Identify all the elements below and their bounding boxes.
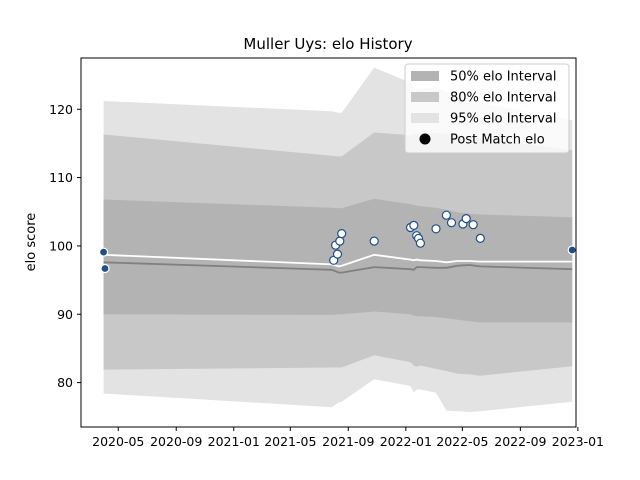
x-tick-label: 2020-09 xyxy=(150,434,202,449)
chart-title: Muller Uys: elo History xyxy=(243,35,412,53)
x-tick-label: 2021-05 xyxy=(264,434,316,449)
y-tick-label: 120 xyxy=(49,102,73,117)
post-match-point xyxy=(415,238,425,248)
post-match-point xyxy=(100,263,110,274)
post-match-point xyxy=(461,214,471,224)
post-match-point xyxy=(567,245,577,255)
post-match-point xyxy=(409,220,419,230)
y-tick-label: 80 xyxy=(57,375,73,390)
mean-line xyxy=(103,253,573,268)
y-tick-label: 90 xyxy=(57,307,73,322)
plot-frame xyxy=(80,57,577,428)
legend-box xyxy=(404,63,570,154)
post-match-point xyxy=(441,210,451,220)
y-tick-label: 110 xyxy=(49,170,73,185)
post-match-point xyxy=(431,224,441,234)
post-match-point xyxy=(475,233,485,243)
post-match-point xyxy=(446,218,457,228)
x-tick-label: 2021-01 xyxy=(208,434,260,449)
x-tick-label: 2023-01 xyxy=(552,434,604,449)
x-tick-label: 2022-05 xyxy=(436,434,488,449)
x-tick-label: 2021-09 xyxy=(322,434,374,449)
legend-label: 50% elo Interval xyxy=(450,70,557,85)
legend-label: Post Match elo xyxy=(450,133,545,148)
y-axis-label: elo score xyxy=(24,213,39,272)
legend-swatch xyxy=(411,92,439,102)
trend-lines xyxy=(103,253,573,274)
x-axis: 2020-05 2020-09 2021-01 2021-05 2021-09 2022-… xyxy=(92,427,604,449)
post-match-point xyxy=(369,236,379,246)
post-match-points xyxy=(98,210,577,274)
y-tick-label: 100 xyxy=(49,238,73,253)
y-axis: 80 90 100 110 120 xyxy=(49,102,81,390)
post-match-point xyxy=(335,236,345,246)
legend-swatch xyxy=(411,113,439,123)
post-match-point xyxy=(337,229,347,239)
x-tick-label: 2022-09 xyxy=(494,434,546,449)
legend-marker xyxy=(419,133,431,145)
post-match-point xyxy=(98,247,109,257)
x-tick-label: 2022-01 xyxy=(380,434,432,449)
x-tick-label: 2020-05 xyxy=(92,434,144,449)
legend-label: 95% elo Interval xyxy=(450,112,557,127)
post-match-point xyxy=(332,249,343,259)
post-match-point xyxy=(468,220,478,230)
legend-swatch xyxy=(411,71,439,81)
legend-label: 80% elo Interval xyxy=(450,91,557,106)
legend: 50% elo Interval 80% elo Interval 95% elo … xyxy=(404,63,570,154)
median-line xyxy=(103,261,573,274)
